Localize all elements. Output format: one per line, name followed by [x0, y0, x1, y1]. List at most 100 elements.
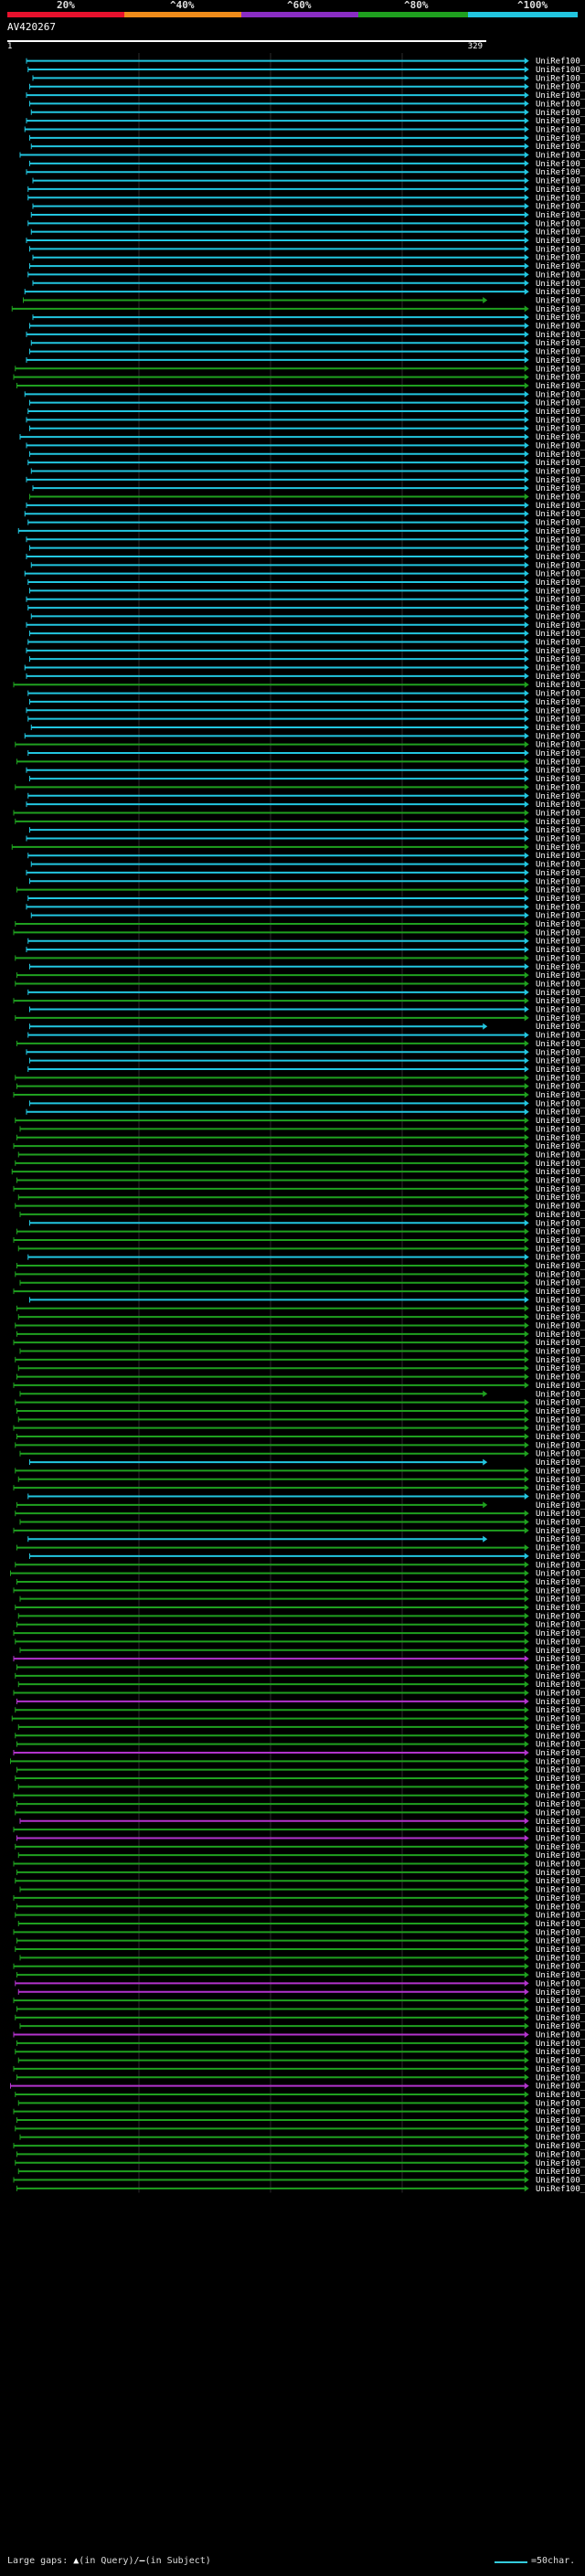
hit-label[interactable]: UniRef100_A7QMJ9 [536, 1638, 585, 1647]
hit-row[interactable]: UniRef100_B8QIJ3 [29, 323, 585, 332]
hit-row[interactable]: UniRef100_B7FL20 [13, 1826, 585, 1835]
hit-label[interactable]: UniRef100_A5WAN9 [536, 288, 585, 297]
hit-row[interactable]: UniRef100_A6NTN6 [15, 1732, 585, 1741]
hit-label[interactable]: UniRef100_C6THE7 [536, 100, 585, 109]
hit-label[interactable]: UniRef100_Q9FYI3 [536, 895, 585, 904]
hit-label[interactable]: UniRef100_Q6HZF9 [536, 1698, 585, 1707]
hit-row[interactable]: UniRef100_Q42446 [26, 1048, 585, 1057]
hit-row[interactable]: UniRef100_B9SJQ6 [13, 1527, 585, 1536]
hit-row[interactable]: UniRef100_B9GT41 [29, 493, 585, 503]
hit-label[interactable]: UniRef100_A5WAB1 [536, 433, 585, 442]
hit-row[interactable]: UniRef100_Q6RHY0 [30, 561, 585, 570]
hit-row[interactable]: UniRef100_C5Z6Q4 [16, 886, 585, 896]
hit-row[interactable]: UniRef100_A5C3K3 [30, 228, 585, 238]
hit-row[interactable]: UniRef100_UPI000... [26, 535, 585, 545]
hit-label[interactable]: UniRef100_B9S7W0 [536, 1706, 585, 1715]
hit-row[interactable]: UniRef100_B9S7W0 [15, 1706, 585, 1715]
hit-row[interactable]: UniRef100_Q38911 [29, 1006, 585, 1015]
hit-row[interactable]: UniRef100_B1HBP8 [13, 2031, 585, 2041]
hit-row[interactable]: UniRef100_Q5J4U5 [27, 690, 585, 699]
hit-label[interactable]: UniRef100_Q69DJ9 [536, 2176, 585, 2185]
hit-row[interactable]: UniRef100_C7DSP7 [15, 818, 585, 827]
hit-label[interactable]: UniRef100_C5Z8T4 [536, 570, 585, 579]
hit-label[interactable]: UniRef100_B9IA86 [536, 800, 585, 810]
hit-label[interactable]: UniRef100_Q2TSZ2 [536, 58, 585, 67]
hit-label[interactable]: UniRef100_Q0DZD3 [536, 1834, 585, 1843]
hit-row[interactable]: UniRef100_B1N4K2 [19, 1450, 585, 1459]
hit-label[interactable]: UniRef100_B7FVC2 [536, 374, 585, 383]
hit-row[interactable]: UniRef100_A7QGI4 [29, 245, 585, 254]
hit-row[interactable]: UniRef100_UPI000... [26, 673, 585, 682]
hit-row[interactable]: UniRef100_Q9SI98 [27, 1032, 585, 1041]
hit-label[interactable]: UniRef100_Q43527 [536, 1236, 585, 1246]
hit-row[interactable]: UniRef100_C6YPR8 [16, 2116, 585, 2125]
hit-label[interactable]: UniRef100_A2TEJ5 [536, 664, 585, 673]
hit-row[interactable]: UniRef100_C0IRH0 [16, 1407, 585, 1416]
hit-label[interactable]: UniRef100_B9HB06 [536, 638, 585, 647]
hit-label[interactable]: UniRef100_P93672 [536, 1125, 585, 1134]
hit-label[interactable]: UniRef100_Q9SBQ3 [536, 1484, 585, 1493]
hit-row[interactable]: UniRef100_B7FVC2 [13, 374, 585, 383]
hit-row[interactable]: UniRef100_Q9AX51 [17, 2099, 585, 2108]
hit-row[interactable]: UniRef100_A5WAB1 [19, 433, 585, 442]
hit-label[interactable]: UniRef100_C6T0T1 [536, 1168, 585, 1177]
hit-row[interactable]: UniRef100_Q9FQ04 [15, 2159, 585, 2168]
hit-label[interactable]: UniRef100_Q84V47 [536, 1425, 585, 1434]
hit-row[interactable]: UniRef100_C5Z8T3 [19, 1647, 585, 1656]
hit-row[interactable]: UniRef100_Q9MOD1 [16, 1433, 585, 1442]
hit-label[interactable]: UniRef100_B9SJQ9 [536, 416, 585, 425]
hit-row[interactable]: UniRef100_B7FHU9 [30, 339, 585, 348]
hit-row[interactable]: UniRef100_B9ST17 [24, 125, 585, 134]
hit-label[interactable]: UniRef100_B9TCT8 [536, 1023, 585, 1032]
hit-label[interactable]: UniRef100_C0IRS9 [536, 177, 585, 186]
hit-row[interactable]: UniRef100_B6TDC2 [13, 1382, 585, 1391]
hit-label[interactable]: UniRef100_B6TH17 [536, 1595, 585, 1605]
hit-label[interactable]: UniRef100_B9IIN7 [536, 484, 585, 493]
hit-row[interactable]: UniRef100_B9SJQ4 [19, 1390, 585, 1399]
hit-label[interactable]: UniRef100_Q9FZV5 [536, 553, 585, 562]
hit-label[interactable]: UniRef100_Q84V49 [536, 305, 585, 314]
hit-row[interactable]: UniRef100_Q6HX03 [17, 1680, 585, 1690]
hit-row[interactable]: UniRef100_Q84M64 [17, 1150, 585, 1160]
hit-label[interactable]: UniRef100_Q9MOD1 [536, 1433, 585, 1442]
hit-label[interactable]: UniRef100_Q9SI98 [536, 1032, 585, 1041]
hit-row[interactable]: UniRef100_B9I124 [27, 1065, 585, 1075]
hit-row[interactable]: UniRef100_Q8GUY0 [16, 1971, 585, 1980]
hit-label[interactable]: UniRef100_Q6HX03 [536, 1680, 585, 1690]
hit-label[interactable]: UniRef100_B2KL36 [536, 2108, 585, 2117]
hit-row[interactable]: UniRef100_A7QEI0 [27, 716, 585, 725]
hit-label[interactable]: UniRef100_A6N0J9 [536, 1399, 585, 1408]
hit-row[interactable]: UniRef100_C0IRH9 [27, 578, 585, 588]
hit-label[interactable]: UniRef100_B2KL33 [536, 2022, 585, 2031]
hit-label[interactable]: UniRef100_B9RXC2 [536, 545, 585, 554]
hit-row[interactable]: UniRef100_C0SU14 [15, 1912, 585, 1921]
hit-row[interactable]: UniRef100_B8NH09 [29, 630, 585, 639]
hit-row[interactable]: UniRef100_Q4LET3 [17, 1476, 585, 1485]
hit-row[interactable]: UniRef100_Q84V47 [13, 1425, 585, 1434]
hit-row[interactable]: UniRef100_C6TKG4 [29, 451, 585, 460]
hit-row[interactable]: UniRef100_Q9ZRV1 [27, 270, 585, 280]
hit-row[interactable]: UniRef100_B9HB06 [27, 638, 585, 647]
hit-row[interactable]: UniRef100_Q1PCI1 [11, 843, 585, 853]
hit-row[interactable]: UniRef100_C0IRS9 [32, 177, 585, 186]
hit-label[interactable]: UniRef100_C6TLM8 [536, 938, 585, 947]
hit-label[interactable]: UniRef100_Q5Z671 [536, 1091, 585, 1100]
hit-label[interactable]: UniRef100_Q9SXJ4 [536, 1364, 585, 1373]
hit-row[interactable]: UniRef100_A2TEJ4 [15, 741, 585, 750]
hit-label[interactable]: UniRef100_B9SIZ1 [536, 168, 585, 177]
hit-label[interactable]: UniRef100_C6TEP4 [536, 74, 585, 83]
hit-label[interactable]: UniRef100_C5Z8Q3 [536, 1903, 585, 1912]
hit-label[interactable]: UniRef100_B9HJF6 [536, 706, 585, 716]
hit-row[interactable]: UniRef100_A7QG59 [24, 390, 585, 399]
hit-label[interactable]: UniRef100_B9SME1 [536, 1458, 585, 1468]
hit-label[interactable]: UniRef100_A5A0I1 [536, 1663, 585, 1672]
hit-row[interactable]: UniRef100_C6TET5 [17, 2057, 585, 2066]
hit-label[interactable]: UniRef100_Q8GTJ1 [536, 1979, 585, 1988]
hit-label[interactable]: UniRef100_C6YPR8 [536, 2116, 585, 2125]
hit-label[interactable]: UniRef100_A7Q8H8 [536, 502, 585, 511]
hit-row[interactable]: UniRef100_UPI000... [30, 724, 585, 733]
hit-row[interactable]: UniRef100_B9I125 [15, 1467, 585, 1476]
hit-label[interactable]: UniRef100_B7FHU9 [536, 339, 585, 348]
hit-row[interactable]: UniRef100_Q4LET4 [17, 1193, 585, 1203]
hit-row[interactable]: UniRef100_Q69H37 [15, 365, 585, 374]
